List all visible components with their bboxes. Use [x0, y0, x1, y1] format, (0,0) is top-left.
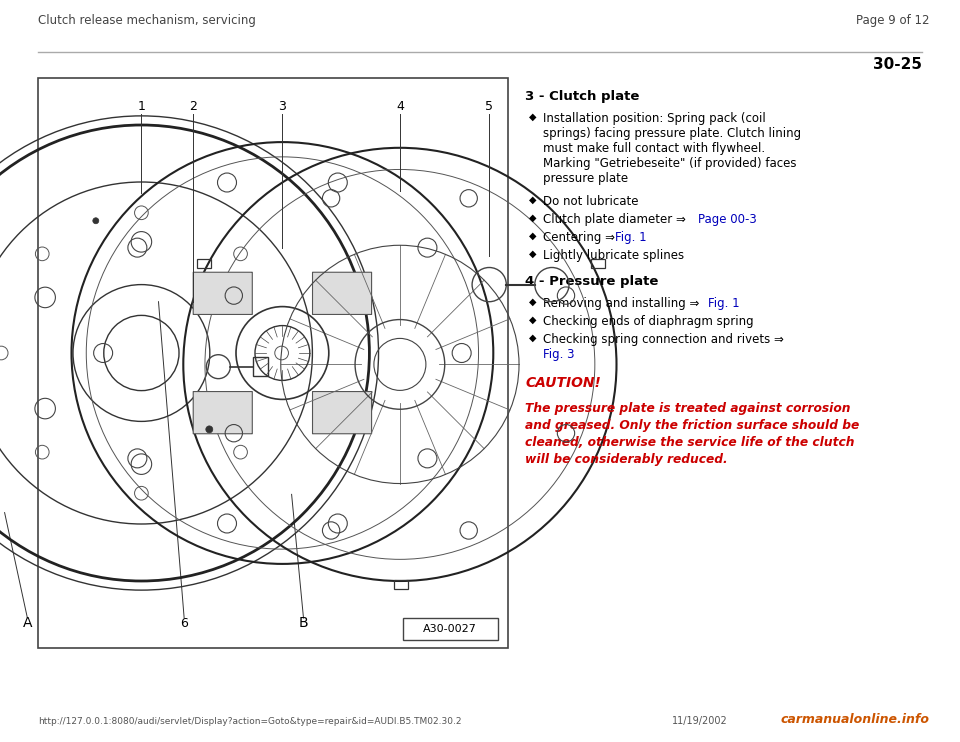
- Text: CAUTION!: CAUTION!: [525, 376, 601, 390]
- Text: Fig. 1: Fig. 1: [708, 297, 739, 310]
- Text: springs) facing pressure plate. Clutch lining: springs) facing pressure plate. Clutch l…: [543, 127, 802, 140]
- Text: Do not lubricate: Do not lubricate: [543, 195, 638, 208]
- FancyBboxPatch shape: [38, 78, 508, 648]
- Text: Clutch plate diameter ⇒: Clutch plate diameter ⇒: [543, 213, 689, 226]
- Text: 1: 1: [137, 99, 145, 113]
- Text: Checking spring connection and rivets ⇒: Checking spring connection and rivets ⇒: [543, 333, 784, 346]
- Text: A30-0027: A30-0027: [423, 624, 477, 634]
- Text: Marking "Getriebeseite" (if provided) faces: Marking "Getriebeseite" (if provided) fa…: [543, 157, 797, 170]
- Text: 2: 2: [189, 99, 197, 113]
- Text: pressure plate: pressure plate: [543, 172, 628, 185]
- Text: ◆: ◆: [529, 112, 537, 122]
- FancyBboxPatch shape: [193, 272, 252, 315]
- FancyBboxPatch shape: [193, 392, 252, 434]
- Text: Page 00-3: Page 00-3: [698, 213, 756, 226]
- Text: ◆: ◆: [529, 315, 537, 325]
- Text: ◆: ◆: [529, 231, 537, 241]
- FancyBboxPatch shape: [313, 392, 372, 434]
- Text: 30-25: 30-25: [873, 57, 922, 72]
- Text: Installation position: Spring pack (coil: Installation position: Spring pack (coil: [543, 112, 766, 125]
- Text: B: B: [299, 616, 308, 630]
- Circle shape: [93, 217, 99, 224]
- Text: Centering ⇒: Centering ⇒: [543, 231, 619, 244]
- Text: Fig. 1: Fig. 1: [615, 231, 647, 244]
- FancyBboxPatch shape: [313, 272, 372, 315]
- Text: Checking ends of diaphragm spring: Checking ends of diaphragm spring: [543, 315, 754, 328]
- Text: carmanualonline.info: carmanualonline.info: [781, 713, 930, 726]
- Text: Page 9 of 12: Page 9 of 12: [856, 14, 930, 27]
- Text: cleaned, otherwise the service life of the clutch: cleaned, otherwise the service life of t…: [525, 436, 854, 449]
- FancyBboxPatch shape: [403, 618, 498, 640]
- Text: 6: 6: [180, 617, 188, 630]
- Text: Fig. 3: Fig. 3: [543, 348, 574, 361]
- Text: A: A: [23, 616, 32, 630]
- Text: 11/19/2002: 11/19/2002: [672, 716, 728, 726]
- Text: Clutch release mechanism, servicing: Clutch release mechanism, servicing: [38, 14, 256, 27]
- Text: Removing and installing ⇒: Removing and installing ⇒: [543, 297, 703, 310]
- Text: ◆: ◆: [529, 297, 537, 307]
- Text: 4: 4: [396, 99, 404, 113]
- Text: ◆: ◆: [529, 213, 537, 223]
- Text: ◆: ◆: [529, 333, 537, 343]
- Bar: [252, 358, 268, 376]
- Text: ◆: ◆: [529, 249, 537, 259]
- Text: 4 - Pressure plate: 4 - Pressure plate: [525, 275, 659, 288]
- Text: will be considerably reduced.: will be considerably reduced.: [525, 453, 728, 466]
- Circle shape: [205, 426, 213, 433]
- Text: Lightly lubricate splines: Lightly lubricate splines: [543, 249, 684, 262]
- Text: 3 - Clutch plate: 3 - Clutch plate: [525, 90, 639, 103]
- Text: 5: 5: [485, 99, 493, 113]
- Text: http://127.0.0.1:8080/audi/servlet/Display?action=Goto&type=repair&id=AUDI.B5.TM: http://127.0.0.1:8080/audi/servlet/Displ…: [38, 717, 462, 726]
- Text: and greased. Only the friction surface should be: and greased. Only the friction surface s…: [525, 419, 859, 432]
- Text: 3: 3: [278, 99, 286, 113]
- Text: The pressure plate is treated against corrosion: The pressure plate is treated against co…: [525, 402, 851, 415]
- Text: must make full contact with flywheel.: must make full contact with flywheel.: [543, 142, 765, 155]
- Text: ◆: ◆: [529, 195, 537, 205]
